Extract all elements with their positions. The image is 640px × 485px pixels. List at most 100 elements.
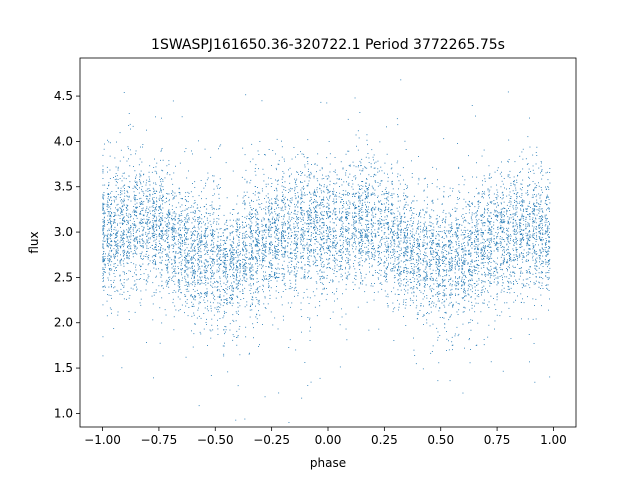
data-point — [443, 301, 445, 303]
data-point — [159, 235, 161, 237]
data-point — [476, 280, 478, 282]
data-point — [161, 220, 163, 222]
data-point — [226, 236, 228, 238]
data-point — [135, 237, 137, 239]
data-point — [443, 293, 445, 295]
data-point — [403, 269, 404, 271]
data-point — [385, 219, 387, 220]
data-point — [489, 215, 491, 217]
data-point — [503, 222, 505, 224]
data-point — [403, 267, 405, 269]
data-point — [122, 238, 124, 239]
data-point — [378, 207, 380, 209]
data-point — [462, 273, 463, 275]
data-point — [496, 189, 498, 191]
data-point — [347, 253, 349, 255]
data-point — [417, 246, 419, 248]
data-point — [525, 192, 527, 194]
data-point — [126, 204, 128, 206]
data-point — [236, 312, 238, 314]
data-point — [159, 185, 161, 187]
data-point — [123, 249, 125, 251]
data-point — [341, 178, 342, 180]
data-point — [355, 246, 357, 248]
data-point — [116, 204, 118, 206]
data-point — [418, 274, 420, 275]
data-point — [482, 255, 483, 256]
data-point — [379, 262, 381, 264]
data-point — [495, 214, 497, 216]
data-point — [536, 202, 538, 204]
data-point — [401, 215, 403, 217]
data-point — [429, 277, 431, 279]
data-point — [355, 212, 357, 214]
data-point — [236, 287, 238, 288]
data-point — [162, 170, 164, 172]
data-point — [449, 293, 451, 295]
data-point — [152, 205, 154, 207]
data-point — [535, 222, 537, 224]
data-point — [243, 243, 244, 245]
data-point — [443, 209, 445, 211]
data-point — [368, 256, 370, 258]
data-point — [476, 344, 478, 346]
data-point — [161, 297, 163, 299]
data-point — [123, 285, 125, 287]
data-point — [271, 276, 272, 277]
data-point — [403, 213, 405, 215]
data-point — [470, 233, 472, 235]
data-point — [346, 251, 348, 252]
data-point — [175, 213, 177, 215]
data-point — [438, 265, 439, 267]
data-point — [218, 270, 220, 272]
data-point — [226, 303, 228, 305]
data-point — [464, 295, 466, 297]
data-point — [329, 258, 331, 260]
data-point — [449, 284, 451, 286]
data-point — [404, 261, 406, 262]
data-point — [270, 276, 271, 278]
data-point — [437, 286, 439, 288]
data-point — [322, 214, 324, 216]
data-point — [456, 261, 458, 263]
data-point — [316, 260, 318, 261]
data-point — [477, 233, 479, 235]
data-point — [154, 220, 155, 222]
data-point — [300, 194, 302, 196]
data-point — [262, 324, 263, 325]
data-point — [385, 236, 387, 238]
data-point — [108, 141, 110, 143]
data-point — [233, 320, 235, 322]
data-point — [321, 222, 323, 224]
data-point — [359, 217, 361, 219]
data-point — [521, 151, 523, 153]
data-point — [288, 205, 290, 206]
data-point — [357, 238, 359, 240]
data-point — [213, 263, 215, 265]
data-point — [347, 207, 349, 209]
data-point — [232, 209, 234, 210]
data-point — [310, 212, 312, 214]
data-point — [103, 273, 104, 275]
data-point — [109, 222, 111, 223]
data-point — [454, 249, 456, 251]
data-point — [483, 258, 485, 260]
data-point — [155, 206, 157, 208]
data-point — [218, 148, 219, 150]
data-point — [319, 270, 321, 272]
data-point — [194, 273, 196, 275]
data-point — [161, 148, 163, 149]
data-point — [276, 254, 277, 256]
data-point — [370, 223, 372, 225]
data-point — [310, 251, 312, 253]
data-point — [548, 237, 550, 238]
data-point — [284, 254, 286, 256]
data-point — [508, 222, 510, 223]
data-point — [536, 253, 538, 255]
data-point — [368, 329, 370, 331]
data-point — [164, 233, 166, 235]
data-point — [338, 218, 340, 220]
data-point — [458, 166, 460, 168]
data-point — [212, 272, 214, 274]
data-point — [186, 284, 188, 286]
